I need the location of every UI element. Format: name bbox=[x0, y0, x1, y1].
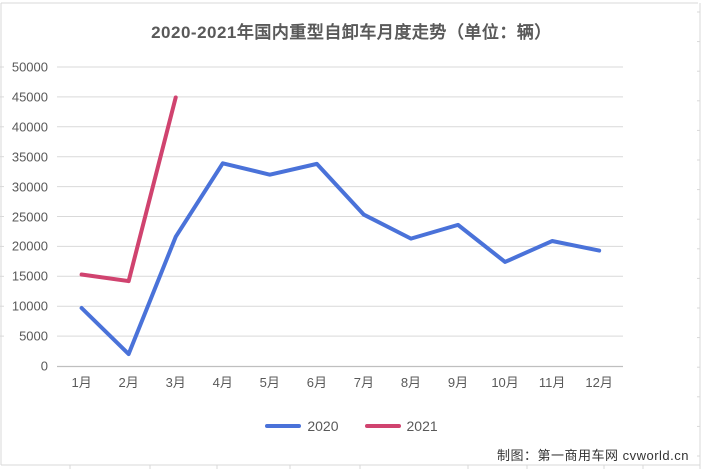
legend-item-2021: 2021 bbox=[364, 418, 438, 434]
x-tick-label: 12月 bbox=[585, 375, 613, 390]
x-tick-label: 10月 bbox=[491, 375, 519, 390]
y-tick-label: 35000 bbox=[11, 149, 48, 165]
series-line-2021 bbox=[79, 95, 178, 284]
y-tick-label: 30000 bbox=[11, 179, 48, 195]
chart-title: 2020-2021年国内重型自卸车月度走势（单位：辆） bbox=[151, 23, 552, 42]
y-tick-label: 50000 bbox=[11, 59, 48, 75]
x-tick-label: 4月 bbox=[212, 375, 233, 390]
x-tick-label: 8月 bbox=[400, 375, 422, 390]
y-tick-label: 0 bbox=[40, 358, 48, 374]
legend-label: 2020 bbox=[307, 418, 339, 434]
x-tick-label: 11月 bbox=[538, 375, 566, 390]
y-tick-label: 5000 bbox=[19, 328, 48, 344]
legend-line-swatch bbox=[364, 424, 401, 428]
x-tick-label: 9月 bbox=[447, 375, 469, 390]
y-tick-label: 10000 bbox=[11, 298, 48, 314]
x-tick-label: 2月 bbox=[118, 375, 139, 390]
legend-line-swatch bbox=[265, 424, 302, 428]
legend-item-2020: 2020 bbox=[265, 418, 339, 434]
y-tick-label: 20000 bbox=[11, 238, 48, 254]
x-tick-label: 5月 bbox=[259, 375, 280, 390]
legend: 2020 2021 bbox=[0, 415, 703, 437]
attribution-text: 制图：第一商用车网 cvworld.cn bbox=[496, 448, 689, 463]
series-line-2020 bbox=[79, 161, 602, 357]
y-tick-label: 40000 bbox=[11, 119, 48, 135]
x-tick-label: 7月 bbox=[353, 375, 374, 390]
legend-label: 2021 bbox=[406, 418, 438, 434]
x-tick-label: 3月 bbox=[165, 375, 186, 390]
y-tick-label: 45000 bbox=[11, 89, 48, 105]
y-tick-label: 15000 bbox=[11, 268, 48, 284]
x-tick-label: 6月 bbox=[306, 375, 327, 390]
x-tick-label: 1月 bbox=[71, 375, 92, 390]
y-tick-label: 25000 bbox=[11, 209, 48, 224]
